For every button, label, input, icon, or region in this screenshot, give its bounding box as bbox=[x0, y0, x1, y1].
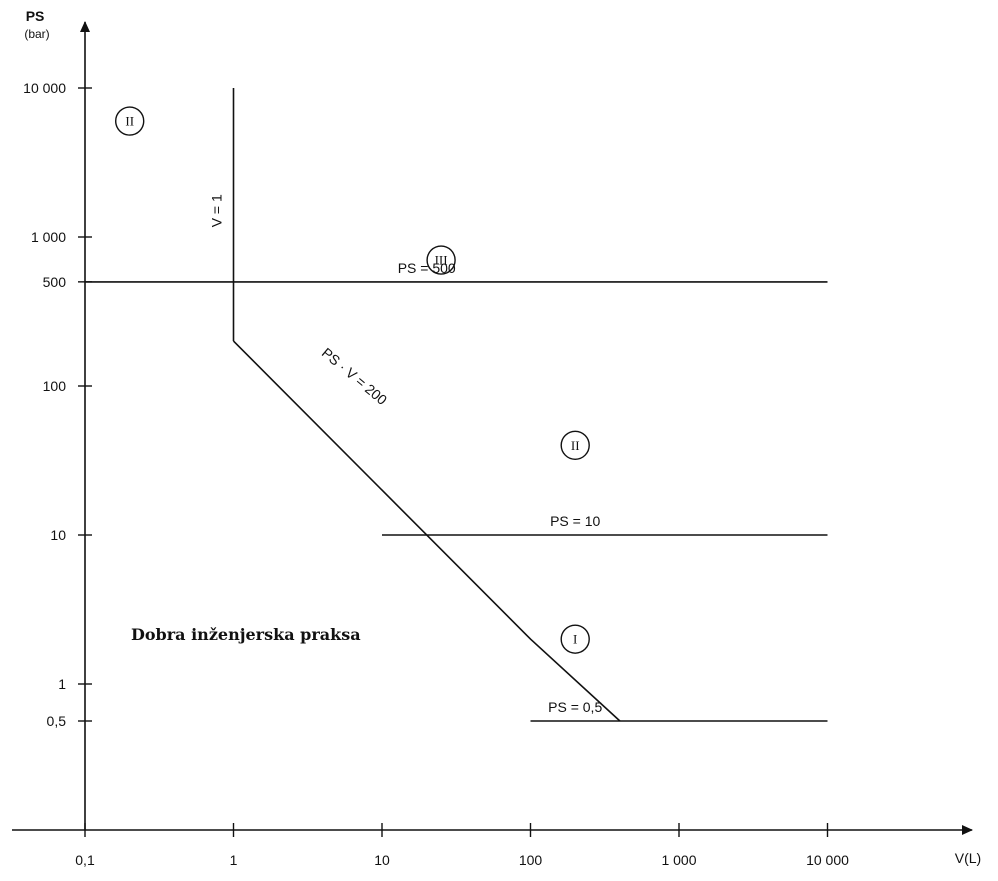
y-axis-title: PS (bar) bbox=[24, 8, 49, 41]
ticks-layer: 0,1 1 10 100 1 000 10 000 0,5 1 10 100 500 1 000 10 … bbox=[23, 80, 849, 868]
x-tick-label-100: 100 bbox=[519, 852, 543, 868]
zone-marker-circle bbox=[426, 245, 456, 275]
x-axis-title: V(L) bbox=[955, 850, 981, 866]
x-tick-label-10: 10 bbox=[374, 852, 390, 868]
line-label-v1: V = 1 bbox=[209, 194, 225, 227]
zone-marker-zone-II-mid: II bbox=[560, 430, 590, 460]
y-tick-label-100: 100 bbox=[43, 378, 67, 394]
x-tick-label-1: 1 bbox=[230, 852, 238, 868]
zone-marker-zone-III: III bbox=[426, 245, 456, 275]
x-tick-label-1-000: 1 000 bbox=[661, 852, 696, 868]
zone-marker-label: II bbox=[125, 114, 134, 129]
zone-marker-label: I bbox=[573, 632, 577, 647]
line-label-ps500: PS = 500 bbox=[398, 260, 456, 276]
line-label-ps10: PS = 10 bbox=[550, 513, 600, 529]
y-tick-label-0-5: 0,5 bbox=[47, 713, 67, 729]
y-tick-label-10-000: 10 000 bbox=[23, 80, 66, 96]
zone-marker-label: II bbox=[571, 438, 580, 453]
y-axis-title-line-2: (bar) bbox=[24, 27, 49, 41]
y-tick-label-1-000: 1 000 bbox=[31, 229, 66, 245]
x-tick-label-0-1: 0,1 bbox=[75, 852, 95, 868]
line-label-psv200: PS · V = 200 bbox=[319, 344, 391, 408]
series-ps-v-200 bbox=[232, 340, 621, 722]
y-tick-label-10: 10 bbox=[50, 527, 66, 543]
zone-marker-circle bbox=[560, 430, 590, 460]
y-tick-label-1: 1 bbox=[58, 676, 66, 692]
lines-layer bbox=[85, 88, 828, 722]
x-tick-label-10-000: 10 000 bbox=[806, 852, 849, 868]
zone-marker-zone-I: I bbox=[560, 624, 590, 654]
annotation-good-engineering-practice: Dobra inženjerska praksa bbox=[131, 625, 361, 644]
zone-marker-circle bbox=[560, 624, 590, 654]
y-axis-title-line-1: PS bbox=[26, 8, 45, 24]
y-tick-label-500: 500 bbox=[43, 274, 67, 290]
zone-marker-zone-II-top-left: II bbox=[115, 106, 145, 136]
line-label-ps05: PS = 0,5 bbox=[548, 699, 602, 715]
zone-marker-circle bbox=[115, 106, 145, 136]
zone-marker-label: III bbox=[435, 253, 448, 268]
